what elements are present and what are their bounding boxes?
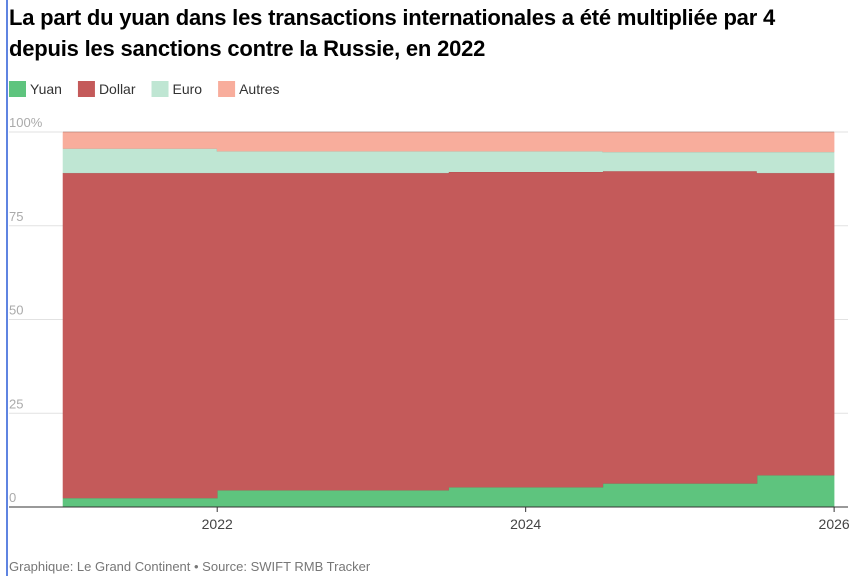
legend-label: Autres <box>239 81 279 97</box>
legend-swatch <box>218 81 236 97</box>
y-tick-label: 0 <box>9 490 16 505</box>
x-tick-label: 2024 <box>510 516 541 532</box>
x-tick-label: 2022 <box>202 516 233 532</box>
legend-swatch <box>77 81 95 97</box>
area <box>62 131 835 153</box>
x-tick-label: 2026 <box>819 516 850 532</box>
y-tick-label: 100% <box>9 115 43 130</box>
chart-title: La part du yuan dans les transactions in… <box>9 5 776 61</box>
y-tick-label: 25 <box>9 396 23 411</box>
legend-label: Dollar <box>99 81 136 97</box>
footer: Graphique: Le Grand Continent • Source: … <box>9 559 371 574</box>
legend-label: Yuan <box>30 81 62 97</box>
area <box>62 170 835 499</box>
legend-label: Euro <box>173 81 203 97</box>
y-tick-label: 75 <box>9 209 23 224</box>
y-tick-label: 50 <box>9 303 23 318</box>
legend-swatch <box>151 81 169 97</box>
legend-swatch <box>9 81 26 97</box>
